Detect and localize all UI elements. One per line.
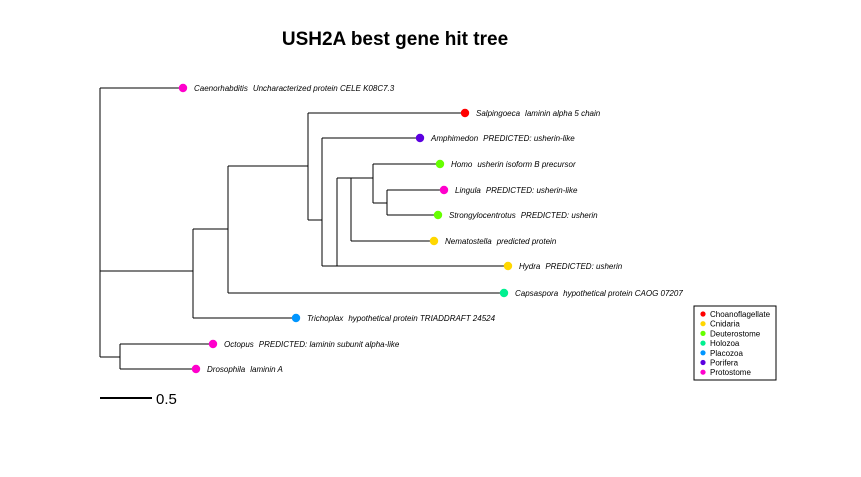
tip-description: Uncharacterized protein CELE K08C7.3 (253, 84, 395, 93)
legend-label: Placozoa (710, 349, 743, 358)
legend-item-cnidaria: Cnidaria (700, 320, 740, 329)
tip-salpingoeca: Salpingoeca laminin alpha 5 chain (460, 108, 601, 118)
tip-marker (208, 339, 218, 349)
figure-title: USH2A best gene hit tree (282, 29, 508, 50)
tip-description: PREDICTED: usherin (521, 211, 598, 220)
tip-label: Amphimedon PREDICTED: usherin-like (430, 134, 575, 143)
tip-genus: Nematostella (445, 237, 492, 246)
tip-capsaspora: Capsaspora hypothetical protein CAOG 0720… (499, 288, 683, 298)
tip-genus: Drosophila (207, 365, 246, 374)
legend-item-choanoflagellate: Choanoflagellate (700, 310, 771, 319)
tip-genus: Lingula (455, 186, 481, 195)
legend-swatch (700, 321, 706, 327)
legend-swatch (700, 330, 706, 336)
tip-description: PREDICTED: laminin subunit alpha-like (259, 340, 400, 349)
legend: ChoanoflagellateCnidariaDeuterostomeHolo… (693, 305, 777, 381)
legend-swatch (700, 359, 706, 366)
tip-description: laminin A (250, 365, 283, 374)
tip-label: Strongylocentrotus PREDICTED: usherin (449, 211, 598, 220)
tip-homo: Homo usherin isoform B precursor (435, 159, 576, 169)
tip-label: Drosophila laminin A (207, 365, 283, 374)
tip-marker (503, 261, 513, 271)
tip-genus: Capsaspora (515, 289, 559, 298)
legend-swatch (700, 369, 706, 375)
tip-label: Homo usherin isoform B precursor (451, 160, 576, 169)
tip-genus: Trichoplax (307, 314, 344, 323)
legend-item-deuterostome: Deuterostome (700, 329, 761, 338)
tip-lingula: Lingula PREDICTED: usherin-like (439, 185, 578, 195)
legend-label: Porifera (710, 359, 739, 368)
tip-marker (435, 159, 445, 169)
tip-label: Lingula PREDICTED: usherin-like (455, 186, 578, 195)
tip-hydra: Hydra PREDICTED: usherin (503, 261, 623, 271)
legend-label: Holozoa (710, 339, 740, 348)
tip-marker (415, 133, 425, 143)
tip-genus: Caenorhabditis (194, 84, 248, 93)
legend-swatch (700, 350, 706, 356)
tip-drosophila: Drosophila laminin A (191, 364, 283, 374)
legend-label: Deuterostome (710, 329, 761, 338)
tip-description: usherin isoform B precursor (477, 160, 576, 169)
tip-description: laminin alpha 5 chain (525, 109, 601, 118)
tip-strongylocentrotus: Strongylocentrotus PREDICTED: usherin (433, 210, 598, 220)
tree-tips: Caenorhabditis Uncharacterized protein CE… (178, 83, 683, 374)
legend-label: Choanoflagellate (710, 310, 771, 319)
tip-marker (439, 185, 449, 195)
tip-marker (191, 364, 201, 374)
tip-nematostella: Nematostella predicted protein (429, 236, 557, 246)
legend-items: ChoanoflagellateCnidariaDeuterostomeHolo… (700, 310, 771, 377)
tip-marker (429, 236, 439, 246)
tip-description: PREDICTED: usherin (545, 262, 622, 271)
tip-description: PREDICTED: usherin-like (486, 186, 578, 195)
tip-description: predicted protein (496, 237, 557, 246)
legend-label: Cnidaria (710, 320, 740, 329)
legend-item-holozoa: Holozoa (700, 339, 740, 348)
tip-marker (460, 108, 470, 118)
tip-label: Trichoplax hypothetical protein TRIADDRAF… (307, 314, 496, 323)
tip-amphimedon: Amphimedon PREDICTED: usherin-like (415, 133, 575, 143)
tip-genus: Homo (451, 160, 473, 169)
tip-description: hypothetical protein TRIADDRAFT 24524 (348, 314, 495, 323)
legend-swatch (700, 311, 706, 317)
tip-caenorhabditis: Caenorhabditis Uncharacterized protein CE… (178, 83, 395, 93)
tip-description: PREDICTED: usherin-like (483, 134, 575, 143)
tip-marker (178, 83, 188, 93)
tip-label: Octopus PREDICTED: laminin subunit alpha-… (224, 340, 400, 349)
tip-marker (499, 288, 509, 298)
legend-item-porifera: Porifera (700, 359, 739, 368)
tip-octopus: Octopus PREDICTED: laminin subunit alpha-… (208, 339, 400, 349)
tip-genus: Hydra (519, 262, 541, 271)
legend-label: Protostome (710, 368, 751, 377)
tip-label: Nematostella predicted protein (445, 237, 557, 246)
tip-label: Capsaspora hypothetical protein CAOG 0720… (515, 289, 683, 298)
tip-description: hypothetical protein CAOG 07207 (563, 289, 683, 298)
tip-genus: Salpingoeca (476, 109, 521, 118)
legend-swatch (700, 340, 706, 346)
tip-genus: Octopus (224, 340, 254, 349)
tip-marker (291, 313, 301, 323)
tip-label: Hydra PREDICTED: usherin (519, 262, 623, 271)
tip-genus: Amphimedon (430, 134, 479, 143)
scale-bar-label: 0.5 (156, 391, 177, 408)
scale-bar: 0.5 (100, 391, 177, 408)
tip-genus: Strongylocentrotus (449, 211, 516, 220)
tree-branches (99, 87, 508, 370)
tip-label: Caenorhabditis Uncharacterized protein CE… (194, 84, 395, 93)
tip-trichoplax: Trichoplax hypothetical protein TRIADDRAF… (291, 313, 496, 323)
tip-marker (433, 210, 443, 220)
legend-box (693, 305, 777, 381)
legend-item-placozoa: Placozoa (700, 349, 743, 358)
legend-item-protostome: Protostome (700, 368, 751, 377)
tip-label: Salpingoeca laminin alpha 5 chain (476, 109, 601, 118)
